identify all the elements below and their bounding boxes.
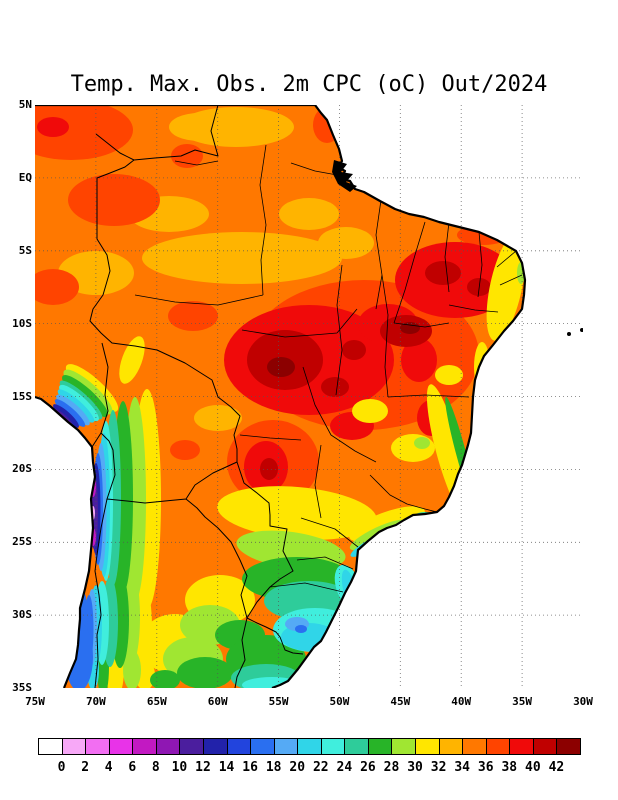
lat-axis-label: 10S: [12, 316, 32, 330]
lat-axis-label: EQ: [18, 170, 32, 184]
colorbar-tick-label: 16: [242, 760, 258, 775]
colorbar-tick-label: 22: [312, 760, 329, 775]
lon-axis-label: 60W: [207, 695, 228, 708]
colorbar-tick-label: 18: [265, 760, 282, 775]
colorbar-tick-label: 12: [195, 760, 211, 775]
colorbar-cell: [297, 738, 322, 755]
temperature-field: [35, 105, 525, 688]
colorbar-cell: [61, 738, 87, 755]
colorbar-cell: [250, 738, 275, 755]
lat-axis-label: 35S: [12, 681, 32, 694]
colorbar-cell: [85, 738, 110, 755]
colorbar-cell: [179, 738, 204, 755]
colorbar-tick-label: 32: [430, 760, 447, 775]
colorbar-cell: [556, 738, 581, 755]
lat-axis-label: 5N: [18, 98, 32, 111]
map-canvas: [34, 103, 584, 690]
colorbar-tick-label: 30: [407, 760, 423, 775]
lat-axis-label: 20S: [12, 462, 32, 476]
colorbar-cell: [462, 738, 487, 755]
colorbar-tick-label: 40: [525, 760, 541, 775]
colorbar-cell: [202, 738, 228, 755]
country-borders: [89, 105, 304, 688]
colorbar-tick-label: 42: [548, 760, 565, 775]
colorbar-tick-label: 8: [151, 760, 160, 775]
lon-axis-label: 70W: [85, 695, 106, 708]
colorbar-tick-label: 20: [289, 760, 306, 775]
colorbar-cell: [155, 738, 181, 755]
colorbar-tick-label: 26: [360, 760, 376, 775]
lon-axis-label: 50W: [329, 695, 350, 708]
colorbar-cell: [415, 738, 440, 755]
lat-axis-label: 30S: [12, 608, 32, 622]
colorbar-cell: [226, 738, 252, 755]
graticule-gridlines: [35, 105, 583, 688]
lon-axis-label: 35W: [512, 695, 533, 708]
colorbar-cell: [485, 738, 511, 755]
lat-axis-label: 5S: [18, 243, 32, 257]
colorbar-cell: [509, 738, 534, 755]
colorbar-cell: [438, 738, 464, 755]
lon-axis-label: 40W: [451, 695, 472, 708]
lon-axis-label: 45W: [390, 695, 411, 708]
lon-axis-label: 30W: [573, 695, 593, 708]
colorbar-cell: [367, 738, 393, 755]
colorbar-cell: [532, 738, 558, 755]
lon-axis-label: 65W: [146, 695, 167, 708]
colorbar-tick-label: 14: [218, 760, 235, 775]
state-borders: [134, 144, 523, 593]
chart-title: Temp. Max. Obs. 2m CPC (oC) Out/2024: [70, 72, 548, 97]
colorbar-cell: [320, 738, 346, 755]
colorbar-cell: [273, 738, 299, 755]
lat-axis-label: 15S: [12, 389, 32, 403]
colorbar-tick-label: 28: [383, 760, 400, 775]
colorbar-tick-label: 34: [454, 760, 470, 775]
colorbar-cell: [132, 738, 157, 755]
colorbar-cell: [344, 738, 369, 755]
offshore-islands: [567, 328, 584, 336]
colorbar-cell: [391, 738, 417, 755]
colorbar-tick-label: 0: [57, 760, 66, 775]
colorbar-tick-label: 24: [336, 760, 353, 775]
colorbar-tick-label: 38: [501, 760, 518, 775]
amazon-mouth-detail: [332, 160, 357, 192]
colorbar-cell: [38, 738, 63, 755]
lon-axis-label: 75W: [25, 695, 45, 708]
colorbar-tick-label: 10: [171, 760, 188, 775]
map-plot: [34, 103, 584, 690]
colorbar-tick-label: 6: [128, 760, 137, 775]
colorbar-cell: [108, 738, 134, 755]
colorbar-tick-label: 4: [104, 760, 113, 775]
colorbar-tick-label: 36: [477, 760, 494, 775]
colorbar-tick-label: 2: [81, 760, 90, 775]
lat-axis-label: 25S: [12, 535, 32, 549]
lon-axis-label: 55W: [268, 695, 289, 708]
